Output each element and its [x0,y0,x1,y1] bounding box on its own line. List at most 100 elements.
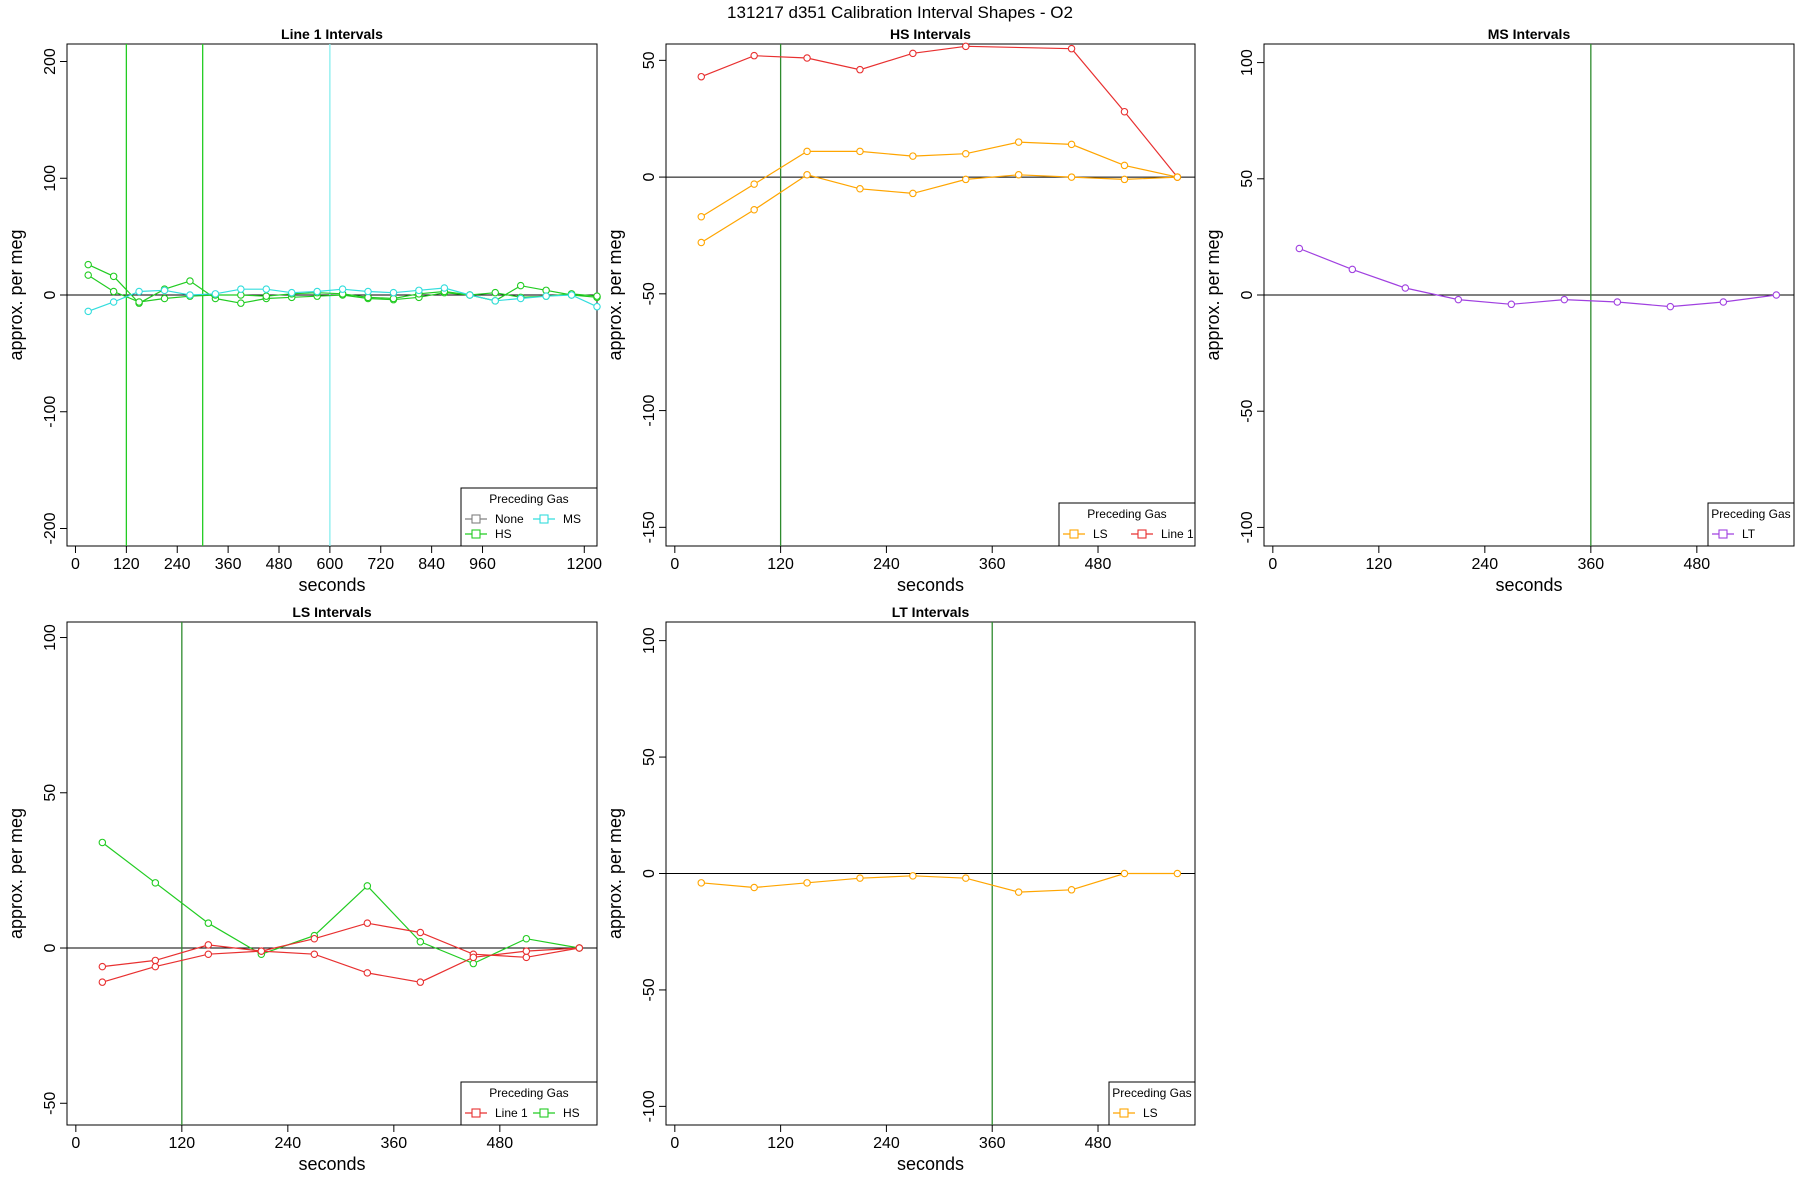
x-tick-label: 0 [670,1135,679,1152]
data-point [1666,302,1675,311]
data-point [1014,888,1023,896]
data-point [522,947,531,955]
data-point [415,286,423,295]
y-axis-label: approx. per meg [605,229,625,360]
series-line [102,947,580,983]
data-point [803,54,811,62]
panel-title: LT Intervals [892,604,970,620]
x-axis-label: seconds [298,1154,365,1174]
y-tick-label: 100 [42,165,59,192]
legend: Preceding Gas Line 1 HS [460,1081,598,1126]
data-point [84,260,92,269]
data-point [1067,173,1076,181]
legend-title: Preceding Gas [489,1086,568,1100]
data-point [204,941,213,949]
chart-panel-5: LT Intervals 0 120 240 360 480 seconds -100 -50 0… [605,604,1196,1174]
y-tick-label: 100 [1239,49,1256,76]
data-point [856,65,864,74]
series-line [102,922,580,968]
data-point [84,271,92,279]
data-point [962,42,970,51]
data-point [1014,138,1023,146]
data-point [416,938,425,946]
data-point [363,919,372,927]
data-point [856,874,864,882]
data-point [750,180,758,188]
y-axis-label: approx. per meg [6,808,26,939]
x-tick-label: 360 [1577,556,1604,573]
x-tick-label: 360 [380,1135,407,1152]
x-axis-label: seconds [1495,575,1562,595]
legend-swatch-marker [539,514,549,524]
y-tick-label: 0 [1239,290,1256,299]
data-point [469,959,478,968]
legend-title: Preceding Gas [1087,507,1166,521]
data-point [575,944,584,952]
series-2 [697,138,1182,221]
legend-box [460,1081,598,1126]
data-point [909,49,917,58]
x-tick-label: 240 [164,556,191,573]
x-axis-label: seconds [897,1154,964,1174]
y-axis-label: approx. per meg [605,808,625,939]
data-point [151,962,160,971]
legend-swatch-marker [471,529,481,539]
data-point [440,284,449,292]
legend-swatch-marker [471,514,481,524]
data-point [697,879,706,887]
data-point [1014,171,1023,179]
y-axis-label: approx. per meg [6,229,26,360]
data-point [1120,869,1129,878]
data-point [313,287,321,296]
x-tick-label: 480 [1085,556,1112,573]
panel-title: MS Intervals [1488,26,1571,42]
data-point [287,288,296,297]
y-tick-label: -50 [1239,400,1256,423]
data-point [109,287,118,296]
x-tick-label: 240 [873,556,900,573]
x-tick-label: 120 [1365,556,1392,573]
x-tick-label: 0 [1268,556,1277,573]
legend-label: HS [495,527,512,541]
data-point [186,277,194,285]
x-tick-label: 0 [71,1135,80,1152]
data-point [1401,284,1410,292]
data-point [1772,291,1781,299]
data-point [697,72,706,81]
data-point [310,934,319,943]
plot-frame [66,621,598,1126]
x-tick-label: 240 [274,1135,301,1152]
figure-title: 131217 d351 Calibration Interval Shapes … [727,3,1073,22]
plot-frame [665,43,1196,547]
data-point [750,51,758,60]
data-point [909,872,917,880]
y-tick-label: 200 [42,48,59,75]
x-tick-label: 960 [469,556,496,573]
legend-label: None [495,512,524,526]
data-point [466,291,474,299]
data-point [542,292,550,300]
x-tick-label: 360 [979,1135,1006,1152]
data-point [109,298,118,306]
legend-label: Line 1 [1161,527,1194,541]
x-tick-label: 120 [113,556,140,573]
x-tick-label: 120 [767,1135,794,1152]
legend-title: Preceding Gas [1711,507,1790,521]
data-point [516,281,525,290]
series-line [101,842,580,965]
legend: Preceding Gas LS Line 1 [1058,502,1196,547]
y-tick-label: -100 [1239,511,1256,543]
data-point [593,292,601,300]
data-point [1120,175,1129,184]
data-point [1173,869,1182,878]
data-point [237,285,245,293]
x-tick-label: 840 [418,556,445,573]
series-3 [697,171,1182,247]
data-point [338,285,347,293]
data-point [750,206,758,214]
data-point [151,879,160,887]
data-point [697,238,706,247]
data-point [416,978,425,986]
x-tick-label: 480 [486,1135,513,1152]
data-point [909,152,917,160]
